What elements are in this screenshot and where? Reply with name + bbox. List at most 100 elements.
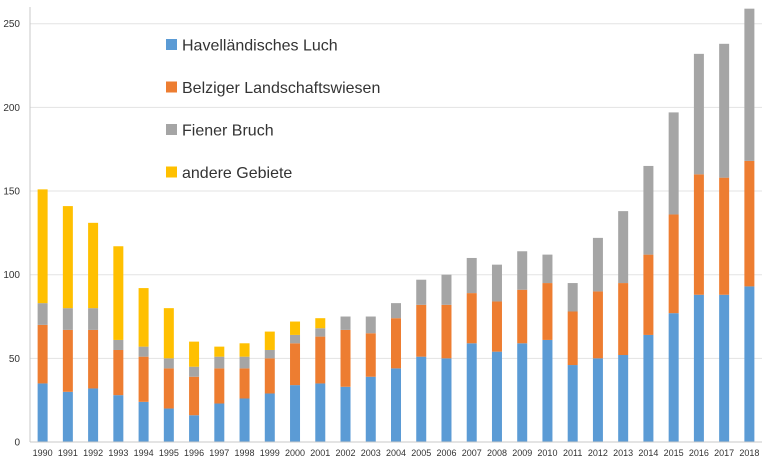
- bar-1996-havell-ndisches-luch: [189, 415, 200, 442]
- bar-2015-havell-ndisches-luch: [668, 313, 679, 442]
- x-tick-label: 1990: [33, 448, 53, 458]
- bar-1994-havell-ndisches-luch: [138, 401, 149, 442]
- bar-2003-fiener-bruch: [365, 316, 376, 334]
- bar-2014-belziger-landschaftswiesen: [643, 254, 654, 335]
- bar-1998-havell-ndisches-luch: [239, 398, 250, 442]
- x-tick-label: 1991: [58, 448, 78, 458]
- bar-1994-andere-gebiete: [138, 288, 149, 347]
- x-tick-label: 2005: [411, 448, 431, 458]
- bar-2012-belziger-landschaftswiesen: [592, 291, 603, 359]
- y-tick-label: 0: [14, 438, 20, 449]
- y-tick-label: 100: [3, 270, 20, 281]
- bar-1994-fiener-bruch: [138, 346, 149, 357]
- x-tick-label: 2017: [714, 448, 734, 458]
- bar-2016-fiener-bruch: [693, 53, 704, 175]
- legend-label: andere Gebiete: [182, 165, 292, 182]
- x-tick-label: 2000: [285, 448, 305, 458]
- bar-1993-belziger-landschaftswiesen: [113, 349, 124, 396]
- bar-1995-belziger-landschaftswiesen: [163, 368, 174, 409]
- bar-2004-fiener-bruch: [391, 303, 401, 319]
- x-tick-label: 1997: [209, 448, 229, 458]
- bar-2018-belziger-landschaftswiesen: [744, 160, 755, 287]
- x-tick-label: 2010: [537, 448, 557, 458]
- bar-1999-havell-ndisches-luch: [264, 393, 275, 442]
- y-tick-label: 150: [3, 187, 20, 198]
- bar-2006-belziger-landschaftswiesen: [441, 304, 452, 359]
- bar-1993-havell-ndisches-luch: [113, 395, 124, 442]
- legend-swatch: [166, 166, 177, 178]
- bar-2016-belziger-landschaftswiesen: [693, 174, 704, 295]
- bar-2010-belziger-landschaftswiesen: [542, 283, 553, 340]
- x-tick-label: 2008: [487, 448, 507, 458]
- bar-2002-fiener-bruch: [340, 316, 351, 330]
- bar-2011-belziger-landschaftswiesen: [567, 311, 578, 366]
- x-tick-label: 2016: [689, 448, 709, 458]
- bar-1996-fiener-bruch: [189, 366, 200, 377]
- x-tick-label: 2013: [613, 448, 633, 458]
- bar-1993-fiener-bruch: [113, 339, 124, 350]
- bar-2015-fiener-bruch: [668, 112, 679, 215]
- legend: Havelländisches Luch Belziger Landschafts…: [166, 38, 380, 182]
- x-tick-label: 2007: [462, 448, 482, 458]
- bar-2001-havell-ndisches-luch: [315, 383, 326, 442]
- x-tick-label: 1998: [235, 448, 255, 458]
- bar-1997-belziger-landschaftswiesen: [214, 368, 225, 404]
- bar-2012-havell-ndisches-luch: [592, 358, 603, 442]
- bar-2013-belziger-landschaftswiesen: [618, 283, 629, 355]
- bar-1990-fiener-bruch: [37, 303, 48, 325]
- bar-2014-fiener-bruch: [643, 165, 654, 255]
- bar-2009-havell-ndisches-luch: [517, 343, 528, 442]
- bar-1990-andere-gebiete: [37, 189, 48, 304]
- bar-2005-fiener-bruch: [416, 279, 427, 305]
- bar-1995-havell-ndisches-luch: [163, 408, 174, 442]
- x-tick-label: 1995: [159, 448, 179, 458]
- bar-2018-havell-ndisches-luch: [744, 286, 755, 442]
- bar-2000-andere-gebiete: [290, 321, 301, 335]
- bar-2001-fiener-bruch: [315, 328, 326, 337]
- bar-1994-belziger-landschaftswiesen: [138, 356, 149, 402]
- bar-1993-andere-gebiete: [113, 246, 124, 340]
- x-tick-label: 1993: [108, 448, 128, 458]
- bar-2003-havell-ndisches-luch: [365, 376, 376, 442]
- bar-1998-belziger-landschaftswiesen: [239, 368, 250, 399]
- bar-1999-fiener-bruch: [264, 349, 275, 359]
- x-tick-label: 2011: [563, 448, 582, 458]
- bar-2005-havell-ndisches-luch: [416, 356, 427, 442]
- bar-2007-belziger-landschaftswiesen: [466, 293, 477, 344]
- bar-1999-belziger-landschaftswiesen: [264, 358, 275, 394]
- bar-1991-andere-gebiete: [62, 206, 73, 309]
- bar-1999-andere-gebiete: [264, 331, 275, 350]
- bar-2017-belziger-landschaftswiesen: [719, 177, 730, 295]
- bar-2008-fiener-bruch: [491, 264, 502, 302]
- bar-2018-fiener-bruch: [744, 8, 755, 161]
- bar-1991-belziger-landschaftswiesen: [62, 329, 73, 392]
- bar-2015-belziger-landschaftswiesen: [668, 214, 679, 314]
- bar-1997-havell-ndisches-luch: [214, 403, 225, 442]
- bar-2001-andere-gebiete: [315, 318, 326, 329]
- y-tick-label: 50: [9, 354, 21, 365]
- bar-1997-fiener-bruch: [214, 356, 225, 369]
- bar-2008-havell-ndisches-luch: [491, 351, 502, 442]
- bar-1996-belziger-landschaftswiesen: [189, 376, 200, 416]
- bar-2012-fiener-bruch: [592, 237, 603, 292]
- legend-label: Havelländisches Luch: [182, 38, 338, 55]
- x-tick-label: 2002: [336, 448, 356, 458]
- legend-swatch: [166, 124, 177, 135]
- axes: 0 50 100 150 200 250 1990 1991 1992 1993 1994 1995 1…: [3, 7, 762, 458]
- bar-2007-havell-ndisches-luch: [466, 343, 477, 442]
- x-tick-label: 2003: [361, 448, 381, 458]
- legend-swatch: [166, 39, 177, 50]
- bar-1998-fiener-bruch: [239, 356, 250, 369]
- x-tick-label: 2012: [588, 448, 608, 458]
- bar-2000-havell-ndisches-luch: [290, 385, 301, 442]
- x-tick-label: 2009: [512, 448, 532, 458]
- y-tick-label: 200: [3, 103, 20, 114]
- bar-2009-belziger-landschaftswiesen: [517, 289, 528, 344]
- legend-label: Fiener Bruch: [182, 123, 274, 140]
- bar-2003-belziger-landschaftswiesen: [365, 333, 376, 377]
- bar-2002-belziger-landschaftswiesen: [340, 329, 351, 387]
- bar-2004-havell-ndisches-luch: [391, 368, 401, 442]
- x-tick-label: 1992: [83, 448, 103, 458]
